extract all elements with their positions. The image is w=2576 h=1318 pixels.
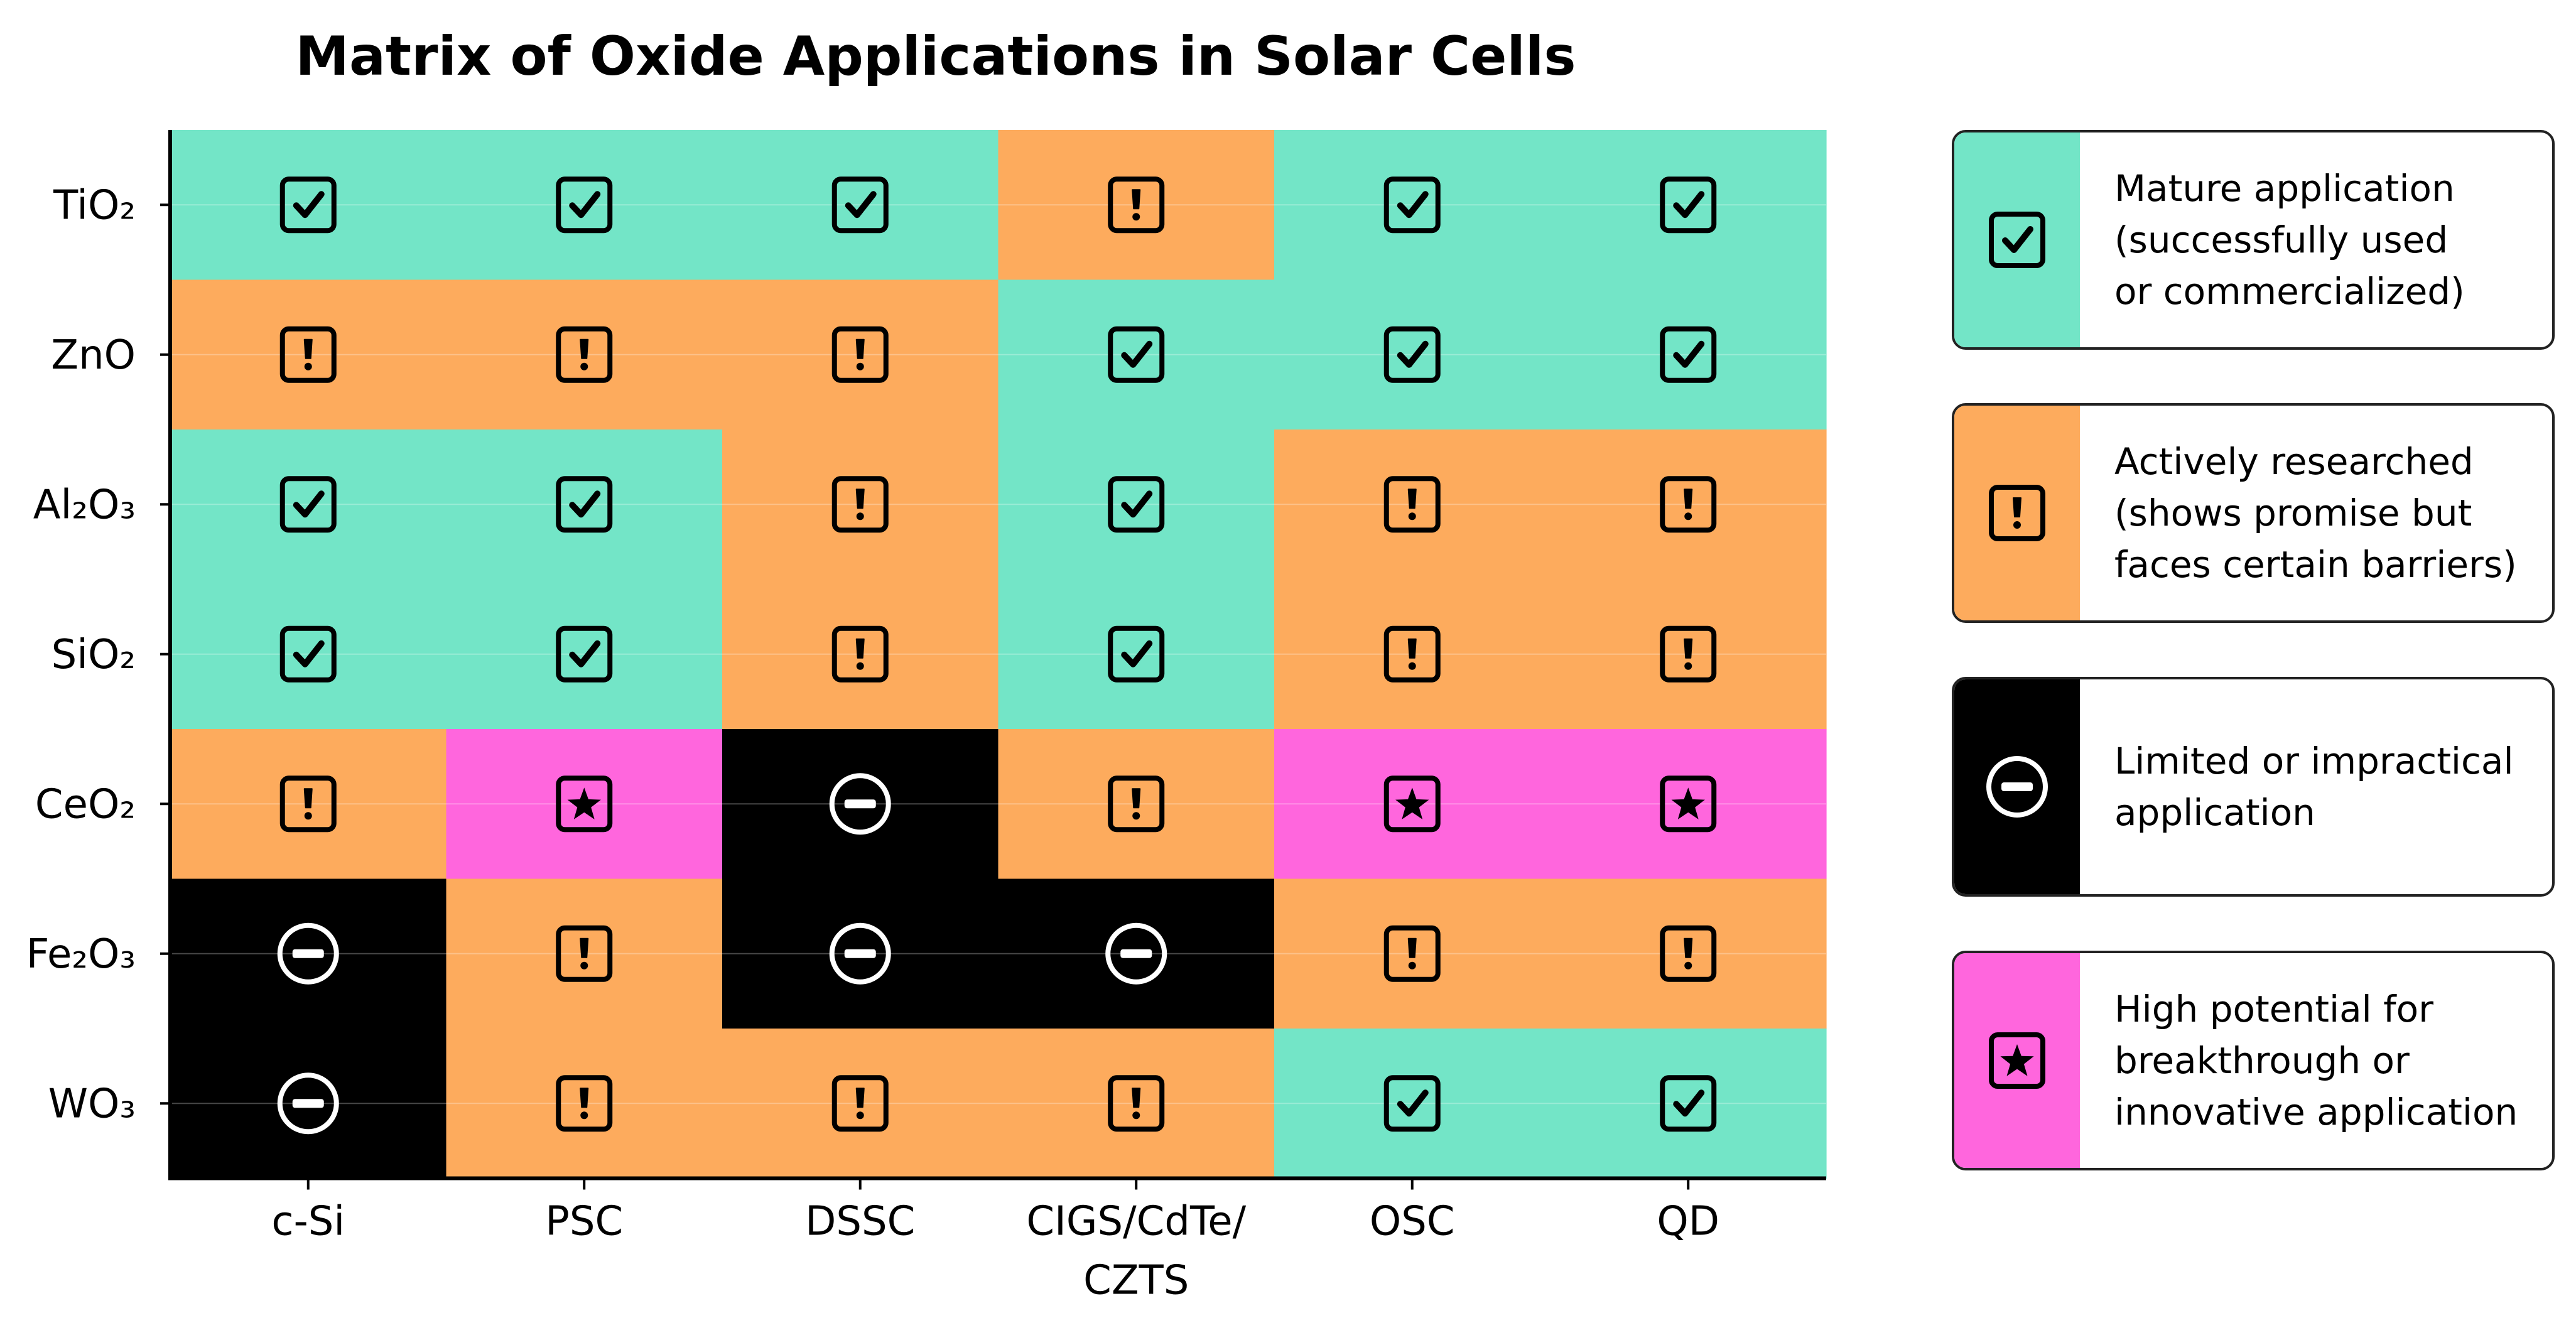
- exclamation-box-icon: [1383, 925, 1441, 982]
- minus-circle-icon: [1105, 922, 1167, 985]
- star-box-icon: [1989, 1032, 2045, 1089]
- exclamation-box-icon: [1660, 625, 1717, 683]
- exclamation-box-icon: [1108, 176, 1165, 234]
- y-tick-label: ZnO: [51, 332, 136, 379]
- matrix-cell: [446, 579, 723, 730]
- check-box-icon: [556, 476, 613, 533]
- exclamation-box-icon: [279, 775, 337, 833]
- matrix-cell: [998, 429, 1275, 580]
- y-tick-label: Al₂O₃: [33, 482, 136, 528]
- matrix-cell: [722, 130, 999, 281]
- exclamation-box-icon: [831, 625, 889, 683]
- x-tick-label: DSSC: [805, 1199, 915, 1245]
- minus-circle-icon: [277, 1072, 339, 1135]
- matrix-cell: [170, 130, 447, 281]
- check-box-icon: [1660, 176, 1717, 234]
- matrix-cell: [1550, 279, 1827, 430]
- legend-label-mature: Mature application (successfully used or…: [2114, 167, 2465, 313]
- exclamation-box-icon: [1383, 625, 1441, 683]
- check-box-icon: [1108, 476, 1165, 533]
- check-box-icon: [279, 176, 337, 234]
- check-box-icon: [279, 476, 337, 533]
- legend-label-limited: Limited or impractical application: [2114, 740, 2514, 834]
- check-box-icon: [1108, 326, 1165, 383]
- matrix-cell: [1274, 279, 1551, 430]
- legend-label-high-potential: High potential for breakthrough or innov…: [2114, 988, 2518, 1133]
- x-tick-label: CIGS/CdTe/CZTS: [1026, 1199, 1246, 1304]
- legend-item-researched: Actively researched (shows promise but f…: [1952, 403, 2555, 623]
- matrix-cell: [998, 579, 1275, 730]
- legend-swatch-limited: [1954, 679, 2080, 894]
- x-tick-label: OSC: [1370, 1199, 1455, 1245]
- minus-circle-icon: [277, 922, 339, 985]
- y-tick-label: WO₃: [48, 1081, 136, 1127]
- check-box-icon: [1660, 326, 1717, 383]
- check-box-icon: [556, 176, 613, 234]
- legend-label-researched: Actively researched (shows promise but f…: [2114, 440, 2517, 586]
- matrix-cell: [446, 429, 723, 580]
- matrix-cell: [446, 130, 723, 281]
- check-box-icon: [1989, 212, 2045, 268]
- matrix-cell: [1274, 130, 1551, 281]
- check-box-icon: [1383, 176, 1441, 234]
- exclamation-box-icon: [556, 1075, 613, 1132]
- matrix-cell: [1550, 1029, 1827, 1179]
- y-tick-label: Fe₂O₃: [26, 931, 136, 978]
- matrix-cell: [998, 279, 1275, 430]
- exclamation-box-icon: [279, 326, 337, 383]
- legend-item-high-potential: High potential for breakthrough or innov…: [1952, 951, 2555, 1170]
- minus-circle-icon: [829, 922, 891, 985]
- legend-swatch-high-potential: [1954, 953, 2080, 1168]
- exclamation-box-icon: [556, 925, 613, 982]
- exclamation-box-icon: [831, 326, 889, 383]
- x-tick-label: QD: [1657, 1199, 1719, 1245]
- check-box-icon: [1660, 1075, 1717, 1132]
- exclamation-box-icon: [1108, 775, 1165, 833]
- star-box-icon: [1660, 775, 1717, 833]
- exclamation-box-icon: [1108, 1075, 1165, 1132]
- y-tick-label: TiO₂: [53, 182, 136, 229]
- exclamation-box-icon: [831, 476, 889, 533]
- check-box-icon: [1108, 625, 1165, 683]
- check-box-icon: [1383, 326, 1441, 383]
- exclamation-box-icon: [1660, 476, 1717, 533]
- matrix-cell: [1274, 1029, 1551, 1179]
- y-tick-label: SiO₂: [51, 632, 136, 678]
- legend-swatch-mature: [1954, 132, 2080, 347]
- minus-circle-icon: [1986, 756, 2048, 818]
- check-box-icon: [556, 625, 613, 683]
- legend-swatch-researched: [1954, 406, 2080, 620]
- exclamation-box-icon: [556, 326, 613, 383]
- matrix-cell: [170, 429, 447, 580]
- matrix-cell: [170, 579, 447, 730]
- exclamation-box-icon: [1660, 925, 1717, 982]
- exclamation-box-icon: [831, 1075, 889, 1132]
- minus-circle-icon: [829, 773, 891, 835]
- heatmap-matrix: TiO₂ ZnO Al₂O₃ SiO₂ CeO₂ Fe₂O₃ WO₃ c-Si PSC DSSC C…: [26, 130, 1827, 1304]
- check-box-icon: [831, 176, 889, 234]
- check-box-icon: [279, 625, 337, 683]
- star-box-icon: [1383, 775, 1441, 833]
- exclamation-box-icon: [1383, 476, 1441, 533]
- exclamation-box-icon: [1989, 485, 2045, 541]
- x-tick-label: PSC: [545, 1199, 623, 1245]
- check-box-icon: [1383, 1075, 1441, 1132]
- matrix-cell: [1550, 130, 1827, 281]
- star-box-icon: [556, 775, 613, 833]
- chart-title: Matrix of Oxide Applications in Solar Ce…: [295, 25, 1576, 88]
- legend-item-mature: Mature application (successfully used or…: [1952, 130, 2555, 350]
- y-tick-label: CeO₂: [35, 781, 136, 828]
- x-tick-label: c-Si: [271, 1199, 345, 1245]
- legend-item-limited: Limited or impractical application: [1952, 677, 2555, 897]
